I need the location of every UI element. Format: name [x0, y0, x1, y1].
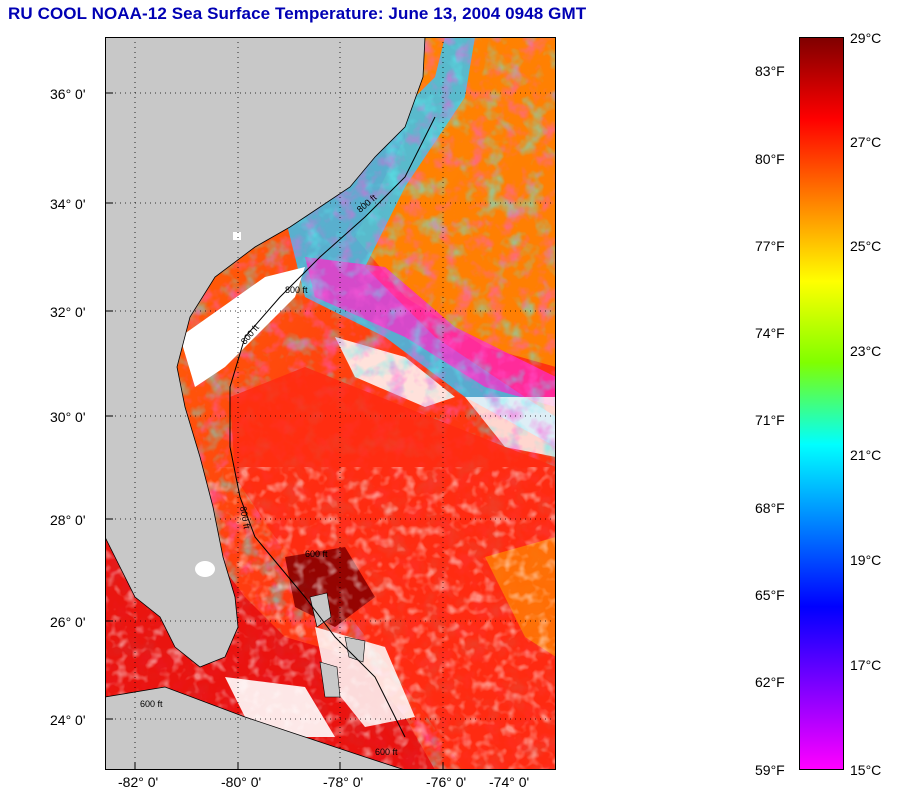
coastal-cloud [180, 267, 305, 387]
lat-label: 30° 0' [50, 409, 86, 425]
lon-label: -76° 0' [426, 774, 467, 790]
colorbar-f-label: 74°F [755, 325, 785, 341]
map-frame [105, 37, 556, 770]
map-title: RU COOL NOAA-12 Sea Surface Temperature:… [8, 4, 587, 23]
lat-label: 36° 0' [50, 86, 86, 102]
colorbar-c-label: 19°C [850, 552, 882, 568]
lat-label: 28° 0' [50, 512, 86, 528]
colorbar-f-label: 59°F [755, 762, 785, 778]
colorbar-c-label: 23°C [850, 343, 882, 359]
colorbar-c-label: 25°C [850, 238, 882, 254]
colorbar-c-label: 21°C [850, 447, 882, 463]
colorbar-f-label: 71°F [755, 412, 785, 428]
contour-label: 600 ft [305, 549, 328, 559]
sst-map: 800 ft 800 ft 800 ft 800 ft 600 ft 600 f… [105, 37, 556, 770]
colorbar-f-label: 80°F [755, 151, 785, 167]
lat-label: 26° 0' [50, 614, 86, 630]
cuba-land [105, 686, 406, 770]
lon-label: -74° 0' [489, 774, 530, 790]
lon-label: -80° 0' [221, 774, 262, 790]
temperature-colorbar [799, 37, 844, 770]
axis-ticks [105, 92, 444, 770]
land-mass [105, 37, 426, 668]
depth-contour [229, 116, 436, 738]
colorbar-c-label: 17°C [850, 657, 882, 673]
lon-label: -78° 0' [323, 774, 364, 790]
colorbar-c-label: 27°C [850, 134, 882, 150]
graticule [105, 37, 556, 770]
lat-label: 34° 0' [50, 196, 86, 212]
contour-label: 600 ft [140, 699, 163, 709]
colorbar-c-label: 15°C [850, 762, 882, 778]
contour-label: 800 ft [285, 285, 308, 295]
lat-label: 24° 0' [50, 712, 86, 728]
lat-label: 32° 0' [50, 304, 86, 320]
colorbar-f-label: 77°F [755, 238, 785, 254]
colorbar-f-label: 68°F [755, 500, 785, 516]
colorbar-f-label: 65°F [755, 587, 785, 603]
sst-image: 800 ft 800 ft 800 ft 800 ft 600 ft 600 f… [105, 37, 556, 770]
colorbar-c-label: 29°C [850, 30, 882, 46]
lon-label: -82° 0' [118, 774, 159, 790]
contour-label: 800 ft [238, 506, 252, 530]
colorbar-f-label: 62°F [755, 674, 785, 690]
colorbar-f-label: 83°F [755, 63, 785, 79]
contour-label: 600 ft [375, 747, 398, 757]
